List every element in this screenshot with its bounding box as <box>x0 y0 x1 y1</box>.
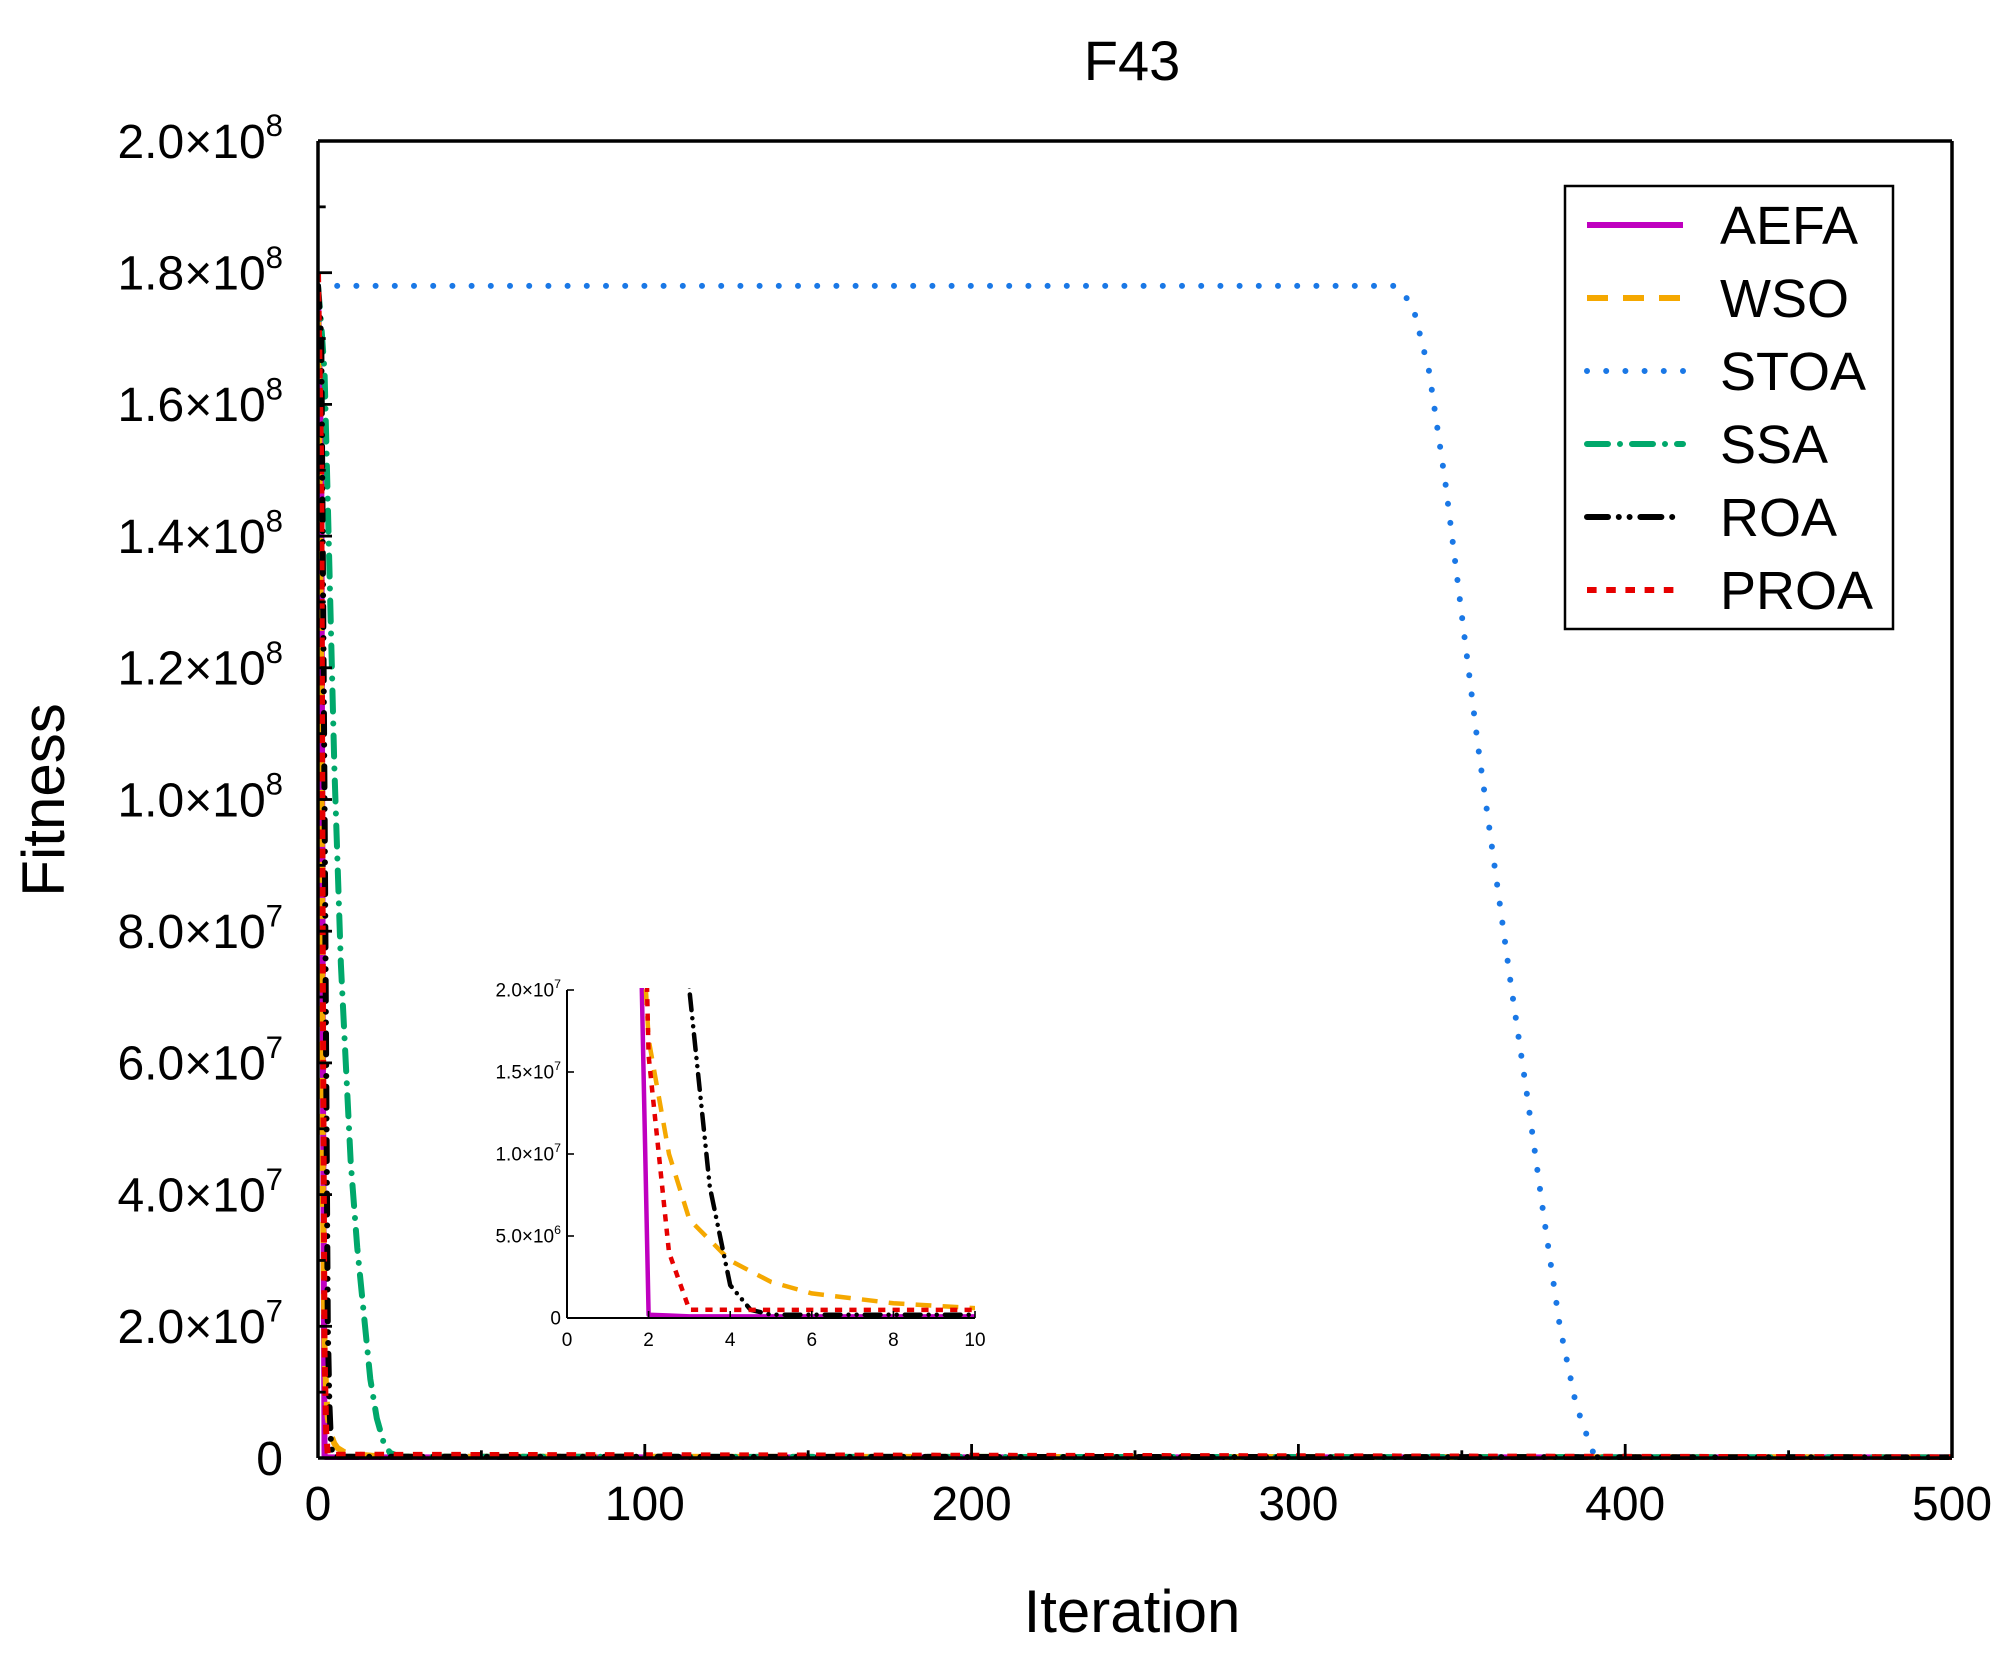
main-y-tick-exponent: 8 <box>266 372 283 407</box>
x-axis-label: Iteration <box>1024 1578 1241 1645</box>
legend-item-aefa: AEFA <box>1587 196 1858 256</box>
inset-y-tick-label: 2.0×107 <box>495 977 561 1002</box>
main-y-tick-mantissa: 4.0×10 <box>117 1169 265 1222</box>
main-y-tick-label: 1.4×108 <box>117 503 283 564</box>
chart-title: F43 <box>1084 29 1181 92</box>
inset-y-tick-label: 0 <box>550 1309 561 1330</box>
inset-series-line-roa <box>687 988 975 1317</box>
y-axis-label: Fitness <box>10 703 77 896</box>
main-series-line-roa <box>318 282 1952 1460</box>
inset-x-tick-label: 10 <box>964 1330 985 1351</box>
inset-y-tick-label: 1.5×107 <box>495 1059 561 1084</box>
main-y-tick-mantissa: 1.4×10 <box>117 511 265 564</box>
legend-item-stoa: STOA <box>1584 342 1866 402</box>
inset-y-tick-mantissa: 1.5×10 <box>495 1063 554 1084</box>
main-y-tick-mantissa: 1.6×10 <box>117 379 265 432</box>
legend: AEFA WSO STOA SSA ROA PROA <box>1563 184 1895 631</box>
main-y-tick-label: 6.0×107 <box>117 1030 283 1091</box>
inset-y-tick-mantissa: 5.0×10 <box>495 1227 554 1248</box>
main-series-line-ssa <box>318 282 1952 1460</box>
legend-label-aefa: AEFA <box>1720 196 1858 256</box>
legend-label-proa: PROA <box>1720 561 1873 621</box>
main-series-line-stoa <box>318 282 1952 1460</box>
main-y-tick-label: 1.6×108 <box>117 372 283 433</box>
inset-y-tick-mantissa: 2.0×10 <box>495 981 554 1002</box>
inset-y-tick-exponent: 7 <box>554 977 561 991</box>
main-y-tick-exponent: 8 <box>266 108 283 143</box>
legend-item-roa: ROA <box>1584 488 1837 548</box>
legend-item-wso: WSO <box>1587 269 1849 329</box>
main-y-tick-exponent: 7 <box>266 1162 283 1197</box>
main-y-tick-mantissa: 6.0×10 <box>117 1038 265 1091</box>
legend-label-wso: WSO <box>1720 269 1849 329</box>
inset-background <box>568 990 976 1320</box>
inset-y-tick-exponent: 7 <box>554 1141 561 1155</box>
legend-label-ssa: SSA <box>1720 415 1828 475</box>
inset-x-tick-label: 8 <box>888 1330 899 1351</box>
legend-label-stoa: STOA <box>1720 342 1866 402</box>
main-y-tick-exponent: 8 <box>266 240 283 275</box>
main-y-tick-label: 0 <box>256 1433 283 1486</box>
main-y-tick-exponent: 8 <box>266 767 283 802</box>
inset-y-tick-exponent: 6 <box>554 1223 561 1237</box>
inset-x-tick-label: 2 <box>643 1330 654 1351</box>
main-plot-area: 0 100 200 300 400 50002.0×1074.0×1076.0×1078.… <box>117 108 1992 1531</box>
main-x-tick-label: 100 <box>605 1478 685 1531</box>
legend-box <box>1563 184 1895 631</box>
main-x-tick-label: 500 <box>1912 1478 1992 1531</box>
inset-x-tick-label: 4 <box>725 1330 736 1351</box>
inset-y-tick-mantissa: 1.0×10 <box>495 1145 554 1166</box>
main-x-tick-label: 300 <box>1258 1478 1338 1531</box>
inset-x-tick-label: 6 <box>807 1330 818 1351</box>
main-y-tick-mantissa: 1.8×10 <box>117 248 265 301</box>
inset-x-tick-label: 0 <box>562 1330 573 1351</box>
main-y-tick-exponent: 8 <box>266 635 283 670</box>
legend-item-ssa: SSA <box>1584 415 1828 475</box>
main-y-tick-exponent: 8 <box>266 503 283 538</box>
main-x-tick-label: 400 <box>1585 1478 1665 1531</box>
main-y-tick-label: 4.0×107 <box>117 1162 283 1223</box>
legend-label-roa: ROA <box>1720 488 1837 548</box>
main-y-tick-label: 1.8×108 <box>117 240 283 301</box>
main-y-tick-mantissa: 1.0×10 <box>117 774 265 827</box>
main-y-tick-exponent: 7 <box>266 1030 283 1065</box>
inset-y-tick-label: 5.0×106 <box>495 1223 561 1248</box>
main-y-tick-label: 1.0×108 <box>117 767 283 828</box>
legend-item-proa: PROA <box>1587 561 1873 621</box>
main-y-tick-mantissa: 0 <box>256 1433 283 1486</box>
main-y-tick-mantissa: 8.0×10 <box>117 906 265 959</box>
inset-y-tick-mantissa: 0 <box>550 1309 561 1330</box>
main-y-tick-label: 8.0×107 <box>117 898 283 959</box>
main-y-tick-exponent: 7 <box>266 898 283 933</box>
main-x-tick-label: 200 <box>932 1478 1012 1531</box>
main-y-tick-mantissa: 1.2×10 <box>117 643 265 696</box>
main-y-tick-label: 2.0×107 <box>117 1294 283 1355</box>
main-y-tick-label: 2.0×108 <box>117 108 283 169</box>
main-y-tick-exponent: 7 <box>266 1294 283 1329</box>
main-y-tick-label: 1.2×108 <box>117 635 283 696</box>
main-y-tick-mantissa: 2.0×10 <box>117 116 265 169</box>
inset-y-tick-exponent: 7 <box>554 1059 561 1073</box>
main-y-tick-mantissa: 2.0×10 <box>117 1301 265 1354</box>
inset-y-tick-label: 1.0×107 <box>495 1141 561 1166</box>
main-x-tick-label: 0 <box>305 1478 332 1531</box>
